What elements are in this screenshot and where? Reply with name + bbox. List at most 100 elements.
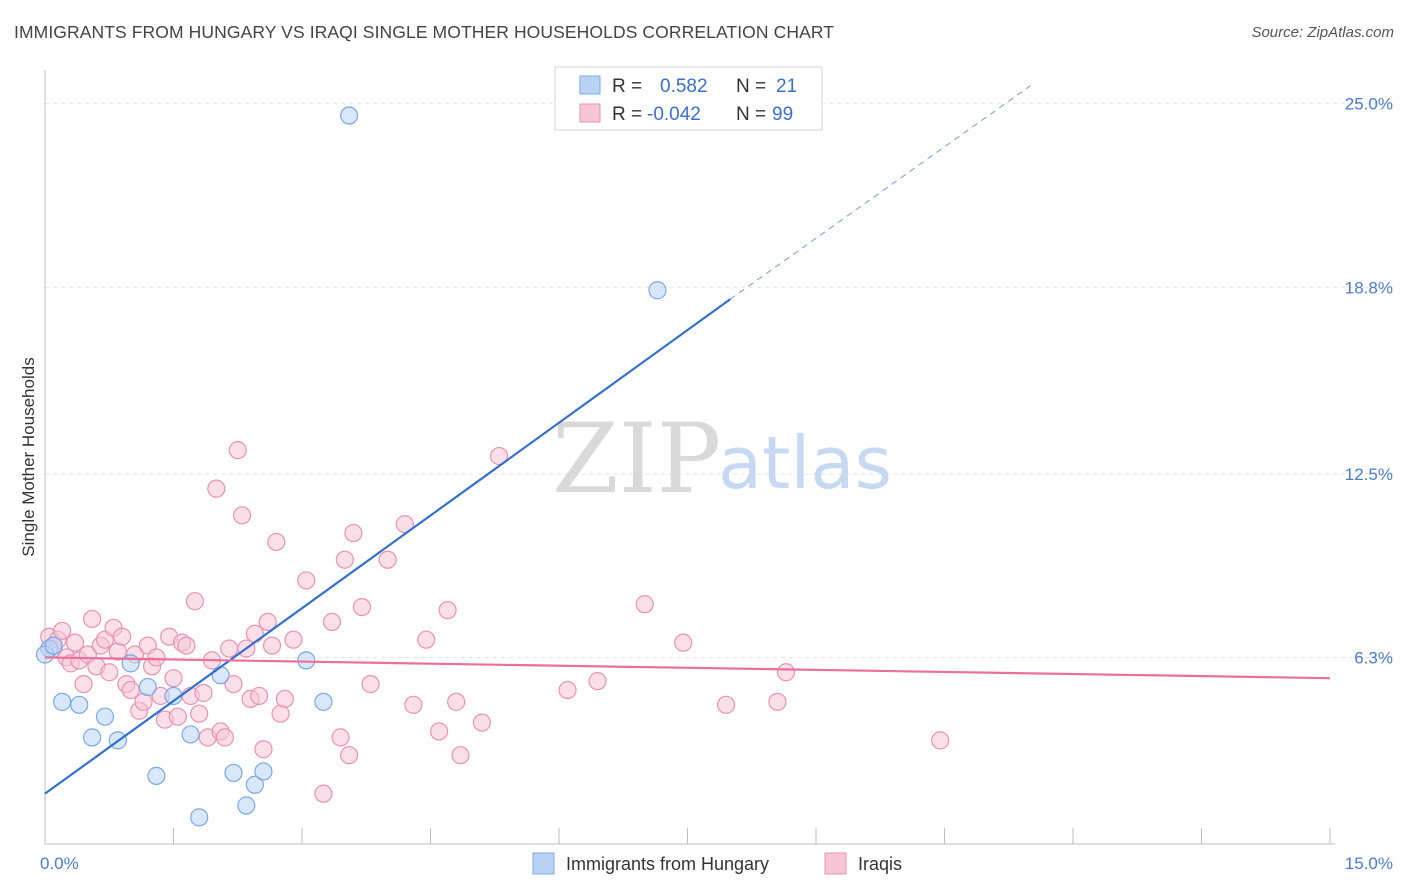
- iraqis-point-57: [297, 571, 316, 590]
- iraqis-point-8: [74, 674, 93, 694]
- iraqis-point-70: [429, 722, 449, 741]
- hungary-point-20: [314, 692, 333, 711]
- iraqis-point-50: [254, 740, 273, 759]
- y-tick-label-3: 25.0%: [1345, 95, 1393, 114]
- iraqis-point-3: [53, 621, 72, 640]
- hungary-point-17: [245, 775, 264, 794]
- iraqis-point-60: [331, 728, 350, 747]
- iraqis-point-75: [489, 446, 509, 466]
- hungary-trend-line: [44, 298, 731, 795]
- hungary-point-12: [181, 725, 200, 744]
- hungary-point-16: [237, 796, 256, 815]
- iraqis-point-53: [267, 532, 286, 552]
- iraqis-point-42: [220, 639, 239, 658]
- iraqis-point-41: [215, 728, 234, 747]
- y-axis-title: Single Mother Households: [19, 357, 38, 556]
- iraqis-point-10: [83, 609, 102, 629]
- iraqis-point-58: [314, 784, 333, 803]
- legend-swatch-iraqis: [579, 103, 601, 123]
- iraqis-point-68: [404, 695, 423, 714]
- hungary-point-9: [138, 677, 157, 697]
- iraqis-point-79: [674, 633, 693, 652]
- hungary-points: [35, 106, 667, 827]
- iraqis-point-71: [438, 600, 457, 620]
- legend-r-value-hungary: 0.582: [660, 76, 708, 97]
- iraqis-point-43: [224, 674, 243, 694]
- iraqis-point-61: [335, 550, 354, 569]
- legend-n-value-iraqis: 99: [772, 104, 793, 125]
- legend-r-label-iraqis: R =: [612, 104, 642, 125]
- iraqis-point-83: [931, 731, 950, 750]
- iraqis-point-6: [65, 633, 85, 652]
- hungary-point-21: [340, 106, 359, 125]
- iraqis-point-74: [472, 713, 491, 732]
- hungary-point-4: [70, 695, 89, 714]
- iraqis-point-17: [112, 627, 132, 646]
- iraqis-point-82: [776, 663, 796, 682]
- iraqis-point-36: [194, 683, 213, 703]
- iraqis-point-80: [716, 695, 736, 714]
- gridlines: [45, 103, 1395, 658]
- iraqis-point-35: [190, 704, 209, 723]
- series-legend-swatch-iraqis: [824, 852, 847, 875]
- hungary-point-3: [53, 692, 72, 711]
- iraqis-point-69: [417, 630, 436, 649]
- iraqis-point-78: [635, 595, 654, 614]
- iraqis-point-49: [250, 686, 269, 706]
- x-ticks: [173, 828, 1331, 844]
- iraqis-point-65: [361, 674, 380, 694]
- watermark-zip: ZIP: [552, 403, 721, 515]
- hungary-point-15: [224, 763, 243, 783]
- iraqis-point-56: [284, 630, 303, 649]
- series-legend-label-hungary: Immigrants from Hungary: [566, 854, 769, 874]
- iraqis-point-59: [322, 612, 342, 632]
- hungary-point-6: [83, 728, 102, 747]
- legend-swatch-hungary: [579, 75, 601, 95]
- hungary-point-14: [211, 666, 230, 685]
- iraqis-point-66: [378, 550, 397, 569]
- iraqis-point-63: [344, 523, 363, 543]
- iraqis-point-81: [768, 692, 787, 711]
- iraqis-point-45: [232, 506, 252, 525]
- y-tick-label-2: 18.8%: [1345, 278, 1393, 297]
- iraqis-point-29: [164, 669, 183, 688]
- watermark-atlas: atlas: [718, 421, 892, 505]
- hungary-point-19: [297, 651, 316, 670]
- source-label: Source: ZipAtlas.com: [1251, 24, 1394, 41]
- iraqis-point-32: [177, 636, 196, 655]
- x-tick-label-0: 0.0%: [40, 854, 79, 873]
- legend-r-label-hungary: R =: [612, 76, 642, 97]
- hungary-point-18: [254, 762, 273, 781]
- y-tick-label-1: 12.5%: [1345, 465, 1393, 484]
- iraqis-point-72: [447, 692, 466, 711]
- y-tick-labels: 6.3% 12.5% 18.8% 25.0%: [1345, 95, 1393, 668]
- iraqis-point-76: [558, 680, 577, 700]
- legend-n-label-iraqis: N =: [736, 104, 766, 125]
- x-tick-label-1: 15.0%: [1345, 854, 1393, 873]
- series-legend-swatch-hungary: [532, 852, 555, 875]
- iraqis-point-52: [262, 636, 282, 655]
- stats-legend: R = 0.582 N = 21 R = -0.042 N = 99: [554, 66, 823, 131]
- legend-n-value-hungary: 21: [776, 76, 797, 97]
- iraqis-point-73: [451, 746, 470, 765]
- hungary-point-13: [190, 808, 209, 827]
- hungary-point-22: [648, 281, 667, 300]
- iraqis-point-25: [147, 648, 166, 667]
- iraqis-point-55: [275, 689, 294, 708]
- iraqis-point-34: [185, 592, 205, 611]
- iraqis-point-19: [121, 680, 140, 700]
- iraqis-point-51: [258, 612, 277, 632]
- hungary-point-8: [121, 654, 140, 673]
- iraqis-point-30: [168, 707, 187, 726]
- y-tick-label-0: 6.3%: [1354, 648, 1393, 667]
- iraqis-point-14: [100, 663, 119, 682]
- trend-lines: [44, 85, 1331, 795]
- series-legend: Immigrants from Hungary Iraqis: [532, 852, 902, 875]
- series-legend-label-iraqis: Iraqis: [858, 854, 902, 874]
- hungary-point-5: [95, 707, 115, 726]
- chart-title: IMMIGRANTS FROM HUNGARY VS IRAQI SINGLE …: [14, 22, 835, 42]
- legend-n-label-hungary: N =: [736, 76, 766, 97]
- hungary-point-2: [44, 636, 63, 655]
- hungary-point-10: [147, 766, 166, 785]
